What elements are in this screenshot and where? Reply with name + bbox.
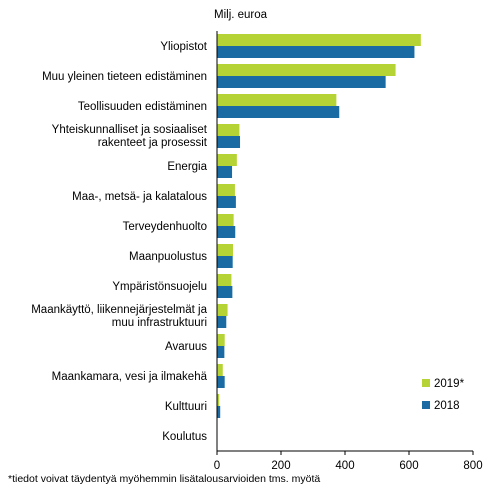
bar-series-a-7: [217, 244, 233, 256]
bar-series-a-9: [217, 304, 228, 316]
legend-label-1: 2018: [434, 400, 460, 412]
legend-swatch-1: [422, 401, 430, 409]
category-label-2: Teollisuuden edistäminen: [78, 101, 207, 113]
category-label-line: Energia: [167, 161, 207, 173]
category-label-line: Maa-, metsä- ja kalatalous: [72, 191, 207, 203]
bar-series-a-12: [217, 394, 220, 406]
x-tick-label: 400: [335, 460, 354, 472]
bar-series-b-8: [217, 286, 233, 298]
bar-series-a-2: [217, 94, 337, 106]
category-label-line: Maankäyttö, liikennejärjestelmät ja: [31, 304, 207, 316]
x-tick-label: 200: [271, 460, 290, 472]
category-label-5: Maa-, metsä- ja kalatalous: [72, 191, 207, 203]
category-label-line: Maankamara, vesi ja ilmakehä: [52, 371, 208, 383]
category-label-line: Avaruus: [165, 341, 207, 353]
category-label-line: Yhteiskunnalliset ja sosiaaliset: [52, 124, 208, 136]
category-label-line: Teollisuuden edistäminen: [78, 101, 207, 113]
footnote: *tiedot voivat täydentyä myöhemmin lisät…: [8, 473, 320, 485]
bar-series-a-11: [217, 364, 223, 376]
category-label-12: Kulttuuri: [165, 401, 207, 413]
category-label-line: Ympäristönsuojelu: [112, 281, 207, 293]
bar-series-b-6: [217, 226, 236, 238]
bar-series-a-3: [217, 124, 240, 136]
bar-series-b-2: [217, 106, 340, 118]
bar-series-b-3: [217, 136, 241, 148]
x-axis-ticks: 0 200 400 600 800: [214, 31, 483, 472]
category-label-0: Yliopistot: [160, 41, 207, 53]
x-tick-label: 600: [399, 460, 418, 472]
category-label-line: Yliopistot: [160, 41, 207, 53]
bar-series-a-10: [217, 334, 225, 346]
bar-series-b-1: [217, 76, 386, 88]
bar-series-a-8: [217, 274, 232, 286]
bar-series-b-0: [217, 46, 415, 58]
bar-series-b-4: [217, 166, 233, 178]
category-label-9: Maankäyttö, liikennejärjestelmät ja muu i…: [31, 304, 207, 329]
category-label-line: Muu yleinen tieteen edistäminen: [42, 71, 207, 83]
category-label-7: Maanpuolustus: [129, 251, 207, 263]
bar-series-a-5: [217, 184, 235, 196]
bar-series-b-7: [217, 256, 233, 268]
category-label-13: Koulutus: [162, 431, 207, 443]
bar-series-a-0: [217, 34, 421, 46]
bar-series-b-11: [217, 376, 225, 388]
bar-series-b-5: [217, 196, 236, 208]
category-label-line: Maanpuolustus: [129, 251, 207, 263]
category-label-line: Terveydenhuolto: [123, 221, 207, 233]
bar-series-b-9: [217, 316, 227, 328]
category-label-8: Ympäristönsuojelu: [112, 281, 207, 293]
category-label-1: Muu yleinen tieteen edistäminen: [42, 71, 207, 83]
legend: 2019* 2018: [422, 378, 465, 412]
category-label-10: Avaruus: [165, 341, 207, 353]
bar-series-a-1: [217, 64, 396, 76]
legend-label-0: 2019*: [434, 378, 465, 390]
unit-label: Milj. euroa: [214, 9, 268, 21]
x-tick-label: 800: [463, 460, 482, 472]
category-label-line: Kulttuuri: [165, 401, 207, 413]
bar-series-a-6: [217, 214, 234, 226]
category-label-line: rakenteet ja prosessit: [98, 137, 208, 149]
category-label-line: Koulutus: [162, 431, 207, 443]
category-label-4: Energia: [167, 161, 207, 173]
bars-layer: [217, 34, 421, 448]
category-labels: Yliopistot Muu yleinen tieteen edistämine…: [31, 41, 208, 443]
bar-series-b-12: [217, 406, 221, 418]
category-label-11: Maankamara, vesi ja ilmakehä: [52, 371, 208, 383]
bar-series-a-4: [217, 154, 237, 166]
bar-series-b-10: [217, 346, 225, 358]
category-label-6: Terveydenhuolto: [123, 221, 207, 233]
legend-swatch-0: [422, 379, 430, 387]
category-label-3: Yhteiskunnalliset ja sosiaaliset rakentee…: [52, 124, 208, 149]
category-label-line: muu infrastruktuuri: [112, 317, 207, 329]
x-tick-label: 0: [214, 460, 220, 472]
